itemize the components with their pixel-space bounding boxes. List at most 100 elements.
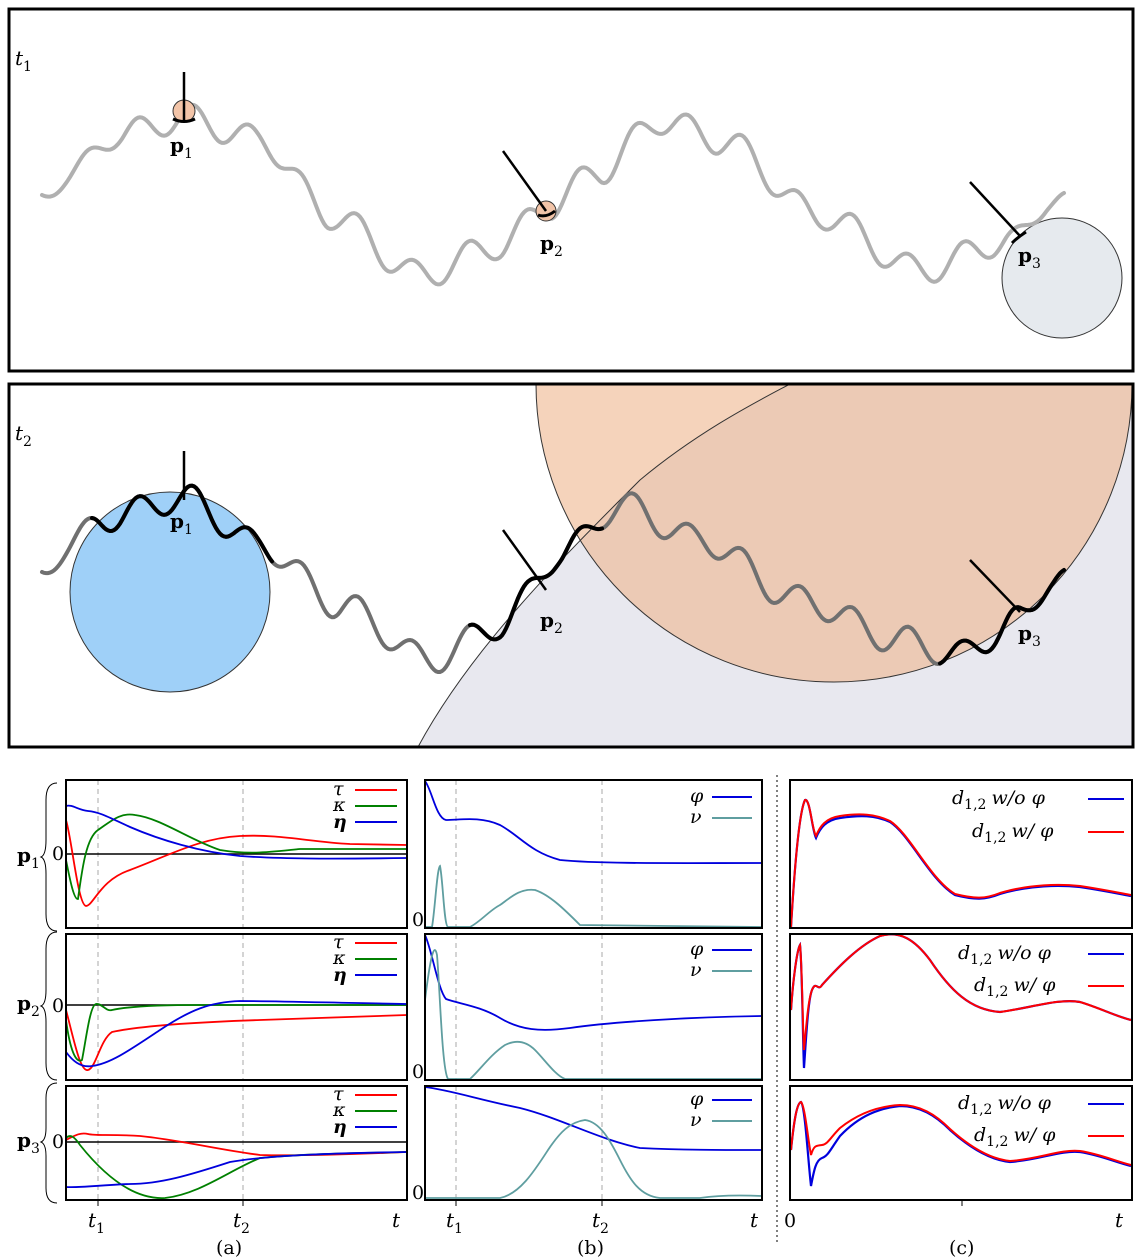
line-w-p3 bbox=[790, 1100, 1132, 1166]
svg-text:p1: p1 bbox=[17, 843, 40, 872]
line-kappa-p3 bbox=[65, 1135, 408, 1199]
svg-text:κ: κ bbox=[332, 794, 346, 816]
xaxis-c: 0 t (c) bbox=[784, 1200, 1124, 1259]
row-label-p1: p1 bbox=[17, 782, 58, 932]
line-kappa-p2 bbox=[65, 1003, 407, 1062]
xaxis-b: t1 t2 t (b) bbox=[446, 1200, 759, 1259]
svg-text:d1,2w/ φ: d1,2 w/ φ bbox=[974, 1124, 1056, 1150]
svg-text:φ: φ bbox=[690, 1088, 704, 1110]
line-tau-p3 bbox=[65, 1132, 408, 1157]
line-nu-p3 bbox=[425, 1119, 763, 1199]
chart-c-p1: d1,2 w/o φ d1,2 w/ φ bbox=[789, 779, 1133, 929]
circle-large-gray bbox=[1001, 217, 1123, 339]
normal-t2-p2 bbox=[501, 529, 548, 591]
line-w-p1 bbox=[790, 798, 1132, 928]
chart-b-p2: φ ν 0 bbox=[412, 933, 763, 1083]
caption-c: (c) bbox=[949, 1237, 974, 1259]
svg-text:0: 0 bbox=[412, 909, 424, 931]
svg-text:φ: φ bbox=[690, 785, 704, 807]
svg-text:t1: t1 bbox=[446, 1208, 463, 1237]
svg-text:t: t bbox=[750, 1208, 759, 1232]
line-wo-p3 bbox=[789, 1100, 1132, 1187]
touch-p3 bbox=[1010, 230, 1027, 245]
svg-text:η: η bbox=[333, 964, 347, 986]
line-eta-p3 bbox=[65, 1151, 408, 1189]
label-p3: p3 bbox=[1018, 243, 1041, 272]
normal-t2-p3 bbox=[969, 559, 1021, 613]
chart-a-p1: τ κ η 0 bbox=[52, 778, 408, 929]
svg-text:0: 0 bbox=[784, 1210, 796, 1232]
line-nu-p2 bbox=[424, 949, 762, 1080]
label-p1: p1 bbox=[170, 133, 193, 162]
panel-t2-frame bbox=[7, 382, 1135, 749]
chart-b-p3: φ ν 0 bbox=[412, 1085, 763, 1204]
normal-p3 bbox=[969, 181, 1021, 237]
xaxis-a: t1 t2 t (a) bbox=[88, 1200, 401, 1259]
svg-text:0: 0 bbox=[412, 1061, 424, 1083]
svg-text:0: 0 bbox=[52, 995, 64, 1017]
chart-c-p2: d1,2 w/o φ d1,2 w/ φ bbox=[789, 933, 1133, 1081]
svg-text:ν: ν bbox=[690, 806, 702, 828]
panel-t1-label: t1 bbox=[15, 46, 32, 75]
svg-text:p3: p3 bbox=[17, 1128, 40, 1157]
label-t2-p2: p2 bbox=[540, 608, 563, 637]
circle-huge-orange bbox=[535, 384, 1133, 683]
caption-a: (a) bbox=[216, 1237, 242, 1259]
line-nu-p1 bbox=[425, 864, 763, 928]
normal-p2 bbox=[501, 150, 548, 212]
panel-t2: p1 p2 p3 t2 bbox=[7, 382, 1135, 749]
svg-text:t: t bbox=[1115, 1208, 1124, 1232]
touch-p1 bbox=[172, 117, 196, 123]
line-kappa-p1 bbox=[65, 813, 407, 900]
svg-text:0: 0 bbox=[52, 843, 64, 865]
svg-text:η: η bbox=[333, 811, 347, 833]
svg-text:κ: κ bbox=[332, 947, 346, 969]
svg-text:t2: t2 bbox=[233, 1208, 250, 1237]
svg-text:d1,2w/o φ: d1,2 w/o φ bbox=[952, 787, 1046, 813]
label-t2-p3: p3 bbox=[1018, 621, 1041, 650]
label-t2-p1: p1 bbox=[170, 509, 193, 538]
chart-b-p1: φ ν 0 bbox=[412, 779, 763, 931]
line-eta-p2 bbox=[65, 1000, 408, 1068]
svg-text:τ: τ bbox=[333, 778, 344, 800]
svg-text:t2: t2 bbox=[592, 1208, 609, 1237]
panel-t2-label: t2 bbox=[15, 421, 32, 450]
svg-text:η: η bbox=[333, 1116, 347, 1138]
circle-blue bbox=[69, 491, 271, 693]
svg-text:d1,2w/o φ: d1,2 w/o φ bbox=[958, 1092, 1052, 1118]
touch-p2 bbox=[537, 209, 556, 218]
svg-text:d1,2w/ φ: d1,2 w/ φ bbox=[972, 820, 1054, 846]
curve-t2-contact-3 bbox=[938, 568, 1066, 666]
chart-a-p3: τ κ η 0 bbox=[52, 1083, 408, 1201]
line-wo-p1 bbox=[789, 798, 1132, 928]
svg-text:p2: p2 bbox=[17, 991, 40, 1020]
region-boundary bbox=[417, 384, 791, 747]
svg-text:ν: ν bbox=[690, 959, 702, 981]
line-phi-p1 bbox=[424, 780, 763, 865]
svg-text:τ: τ bbox=[333, 1083, 344, 1105]
line-phi-p2 bbox=[424, 934, 763, 1031]
line-eta-p1 bbox=[65, 804, 408, 860]
label-p2: p2 bbox=[540, 231, 563, 260]
chart-c-p3: d1,2 w/o φ d1,2 w/ φ bbox=[789, 1085, 1133, 1201]
panel-t1: t1 p1 p2 p3 bbox=[7, 7, 1135, 373]
panel-t1-frame bbox=[7, 7, 1135, 373]
caption-b: (b) bbox=[577, 1237, 604, 1259]
svg-text:t1: t1 bbox=[88, 1208, 105, 1237]
svg-text:κ: κ bbox=[332, 1099, 346, 1121]
chart-a-p2: τ κ η 0 bbox=[52, 931, 408, 1081]
svg-text:d1,2w/o φ: d1,2 w/o φ bbox=[958, 942, 1052, 968]
line-tau-p2 bbox=[65, 1009, 408, 1071]
svg-text:φ: φ bbox=[690, 938, 704, 960]
svg-text:ν: ν bbox=[690, 1109, 702, 1131]
svg-text:0: 0 bbox=[412, 1182, 424, 1204]
curve-t2-contact-1 bbox=[90, 483, 274, 564]
line-tau-p1 bbox=[65, 819, 408, 907]
svg-text:t: t bbox=[392, 1208, 401, 1232]
svg-text:d1,2w/ φ: d1,2 w/ φ bbox=[974, 974, 1056, 1000]
line-phi-p3 bbox=[424, 1086, 763, 1151]
row-label-p3: p3 bbox=[17, 1082, 58, 1204]
plots-grid: p1 p2 p3 τ κ η 0 bbox=[17, 775, 1133, 1259]
row-label-p2: p2 bbox=[17, 931, 58, 1081]
